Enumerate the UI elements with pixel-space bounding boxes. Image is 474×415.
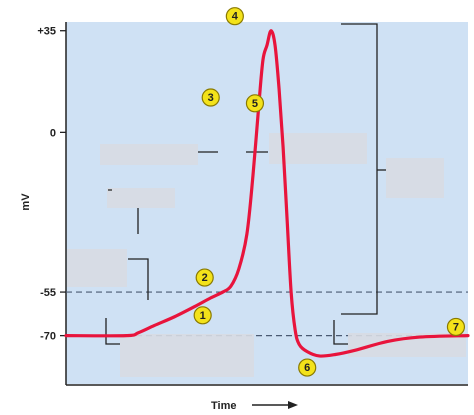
marker-number: 7 [453,321,459,333]
hidden-label-box [120,334,254,377]
marker-circle [195,268,214,287]
action-potential-curve [64,29,470,358]
phase-marker-7: 7 [446,317,466,337]
marker-number: 5 [252,98,258,110]
bracket-line [341,23,378,315]
phase-marker-1: 1 [193,306,212,325]
leader-line [108,189,139,234]
y-tick-label: +35 [37,26,56,38]
marker-circle [225,7,244,26]
phase-marker-2: 2 [195,268,214,287]
bracket-line [128,258,149,300]
y-tick-label: 0 [50,127,56,139]
phase-marker-4: 4 [225,7,244,26]
hidden-label-box [67,249,127,287]
x-axis-title: Time [211,400,236,412]
marker-number: 6 [304,362,310,374]
marker-number: 1 [200,310,206,322]
hidden-label-box [386,158,444,198]
marker-number: 3 [208,92,214,104]
y-tick-label: -70 [40,331,56,343]
phase-marker-5: 5 [245,94,265,113]
bracket-line [105,318,120,345]
hidden-label-box [107,188,175,208]
marker-circle [201,88,220,107]
marker-circle [193,306,212,325]
phase-marker-6: 6 [298,358,317,377]
marker-number: 4 [232,11,239,23]
y-tick-label: -55 [40,287,56,299]
marker-number: 2 [202,272,208,284]
marker-circle [245,94,265,113]
marker-circle [446,317,466,337]
bracket-line [333,320,348,345]
y-axis-title: mV [20,193,32,211]
phase-marker-3: 3 [201,88,220,107]
x-axis-arrow [252,401,298,409]
hidden-label-box [100,144,198,165]
marker-circle [298,358,317,377]
